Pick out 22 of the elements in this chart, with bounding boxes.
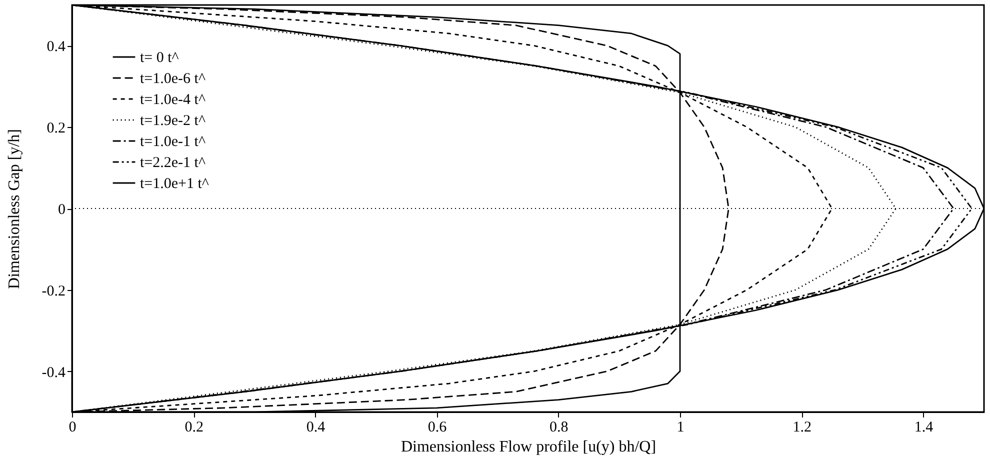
- x-tick-label: 1.4: [914, 420, 934, 436]
- legend-label: t=1.9e-2 t^: [140, 113, 206, 129]
- legend-label: t= 0 t^: [140, 50, 179, 66]
- y-tick-label: 0.4: [46, 39, 66, 56]
- y-tick-label: 0.2: [46, 120, 66, 137]
- legend-label: t=1.0e-6 t^: [140, 71, 206, 87]
- x-tick-label: 0.8: [550, 420, 568, 436]
- x-tick-label: 0.6: [428, 420, 448, 436]
- x-tick-label: 0.2: [184, 420, 204, 436]
- legend-label: t=1.0e-1 t^: [140, 134, 206, 150]
- legend-label: t=2.2e-1 t^: [140, 155, 206, 171]
- legend-label: t=1.0e-4 t^: [140, 92, 206, 108]
- x-tick-label: 0: [68, 420, 76, 436]
- x-tick-label: 0.4: [306, 420, 326, 436]
- y-tick-label: -0.2: [42, 283, 66, 300]
- y-tick-label: -0.4: [42, 364, 66, 381]
- y-tick-label: 0: [58, 202, 66, 218]
- x-tick-label: 1.2: [792, 420, 812, 436]
- y-axis-title: Dimensionless Gap [y/h]: [6, 129, 23, 289]
- x-axis-title: Dimensionless Flow profile [u(y) bh/Q]: [400, 438, 656, 456]
- x-tick-label: 1: [676, 420, 684, 436]
- legend-label: t=1.0e+1 t^: [140, 176, 209, 192]
